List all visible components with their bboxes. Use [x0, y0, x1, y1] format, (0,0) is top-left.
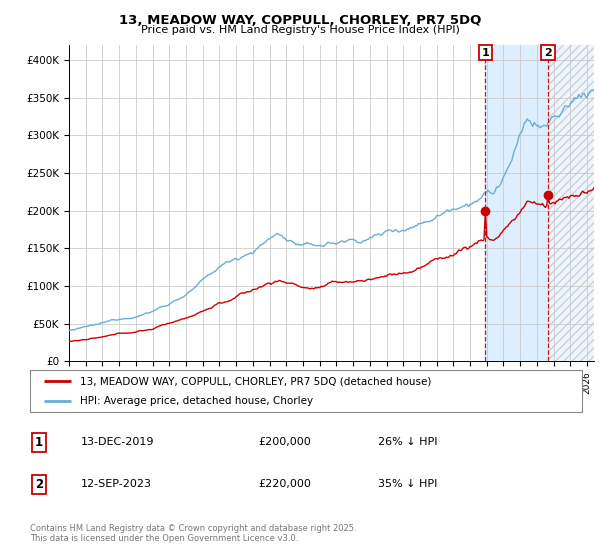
Bar: [485, 45, 548, 361]
Bar: [548, 45, 594, 361]
Text: 2: 2: [35, 478, 43, 491]
Text: 2: 2: [544, 48, 552, 58]
Text: 13, MEADOW WAY, COPPULL, CHORLEY, PR7 5DQ: 13, MEADOW WAY, COPPULL, CHORLEY, PR7 5D…: [119, 14, 481, 27]
Text: 12-SEP-2023: 12-SEP-2023: [81, 479, 152, 489]
Text: 35% ↓ HPI: 35% ↓ HPI: [378, 479, 437, 489]
Text: 13-DEC-2019: 13-DEC-2019: [81, 437, 155, 447]
Text: 13, MEADOW WAY, COPPULL, CHORLEY, PR7 5DQ (detached house): 13, MEADOW WAY, COPPULL, CHORLEY, PR7 5D…: [80, 376, 431, 386]
Text: 1: 1: [35, 436, 43, 449]
FancyBboxPatch shape: [30, 370, 582, 412]
Text: 1: 1: [482, 48, 489, 58]
Text: HPI: Average price, detached house, Chorley: HPI: Average price, detached house, Chor…: [80, 396, 313, 406]
Text: Price paid vs. HM Land Registry's House Price Index (HPI): Price paid vs. HM Land Registry's House …: [140, 25, 460, 35]
Text: 26% ↓ HPI: 26% ↓ HPI: [378, 437, 437, 447]
Text: £200,000: £200,000: [258, 437, 311, 447]
Text: Contains HM Land Registry data © Crown copyright and database right 2025.
This d: Contains HM Land Registry data © Crown c…: [30, 524, 356, 543]
Text: £220,000: £220,000: [258, 479, 311, 489]
